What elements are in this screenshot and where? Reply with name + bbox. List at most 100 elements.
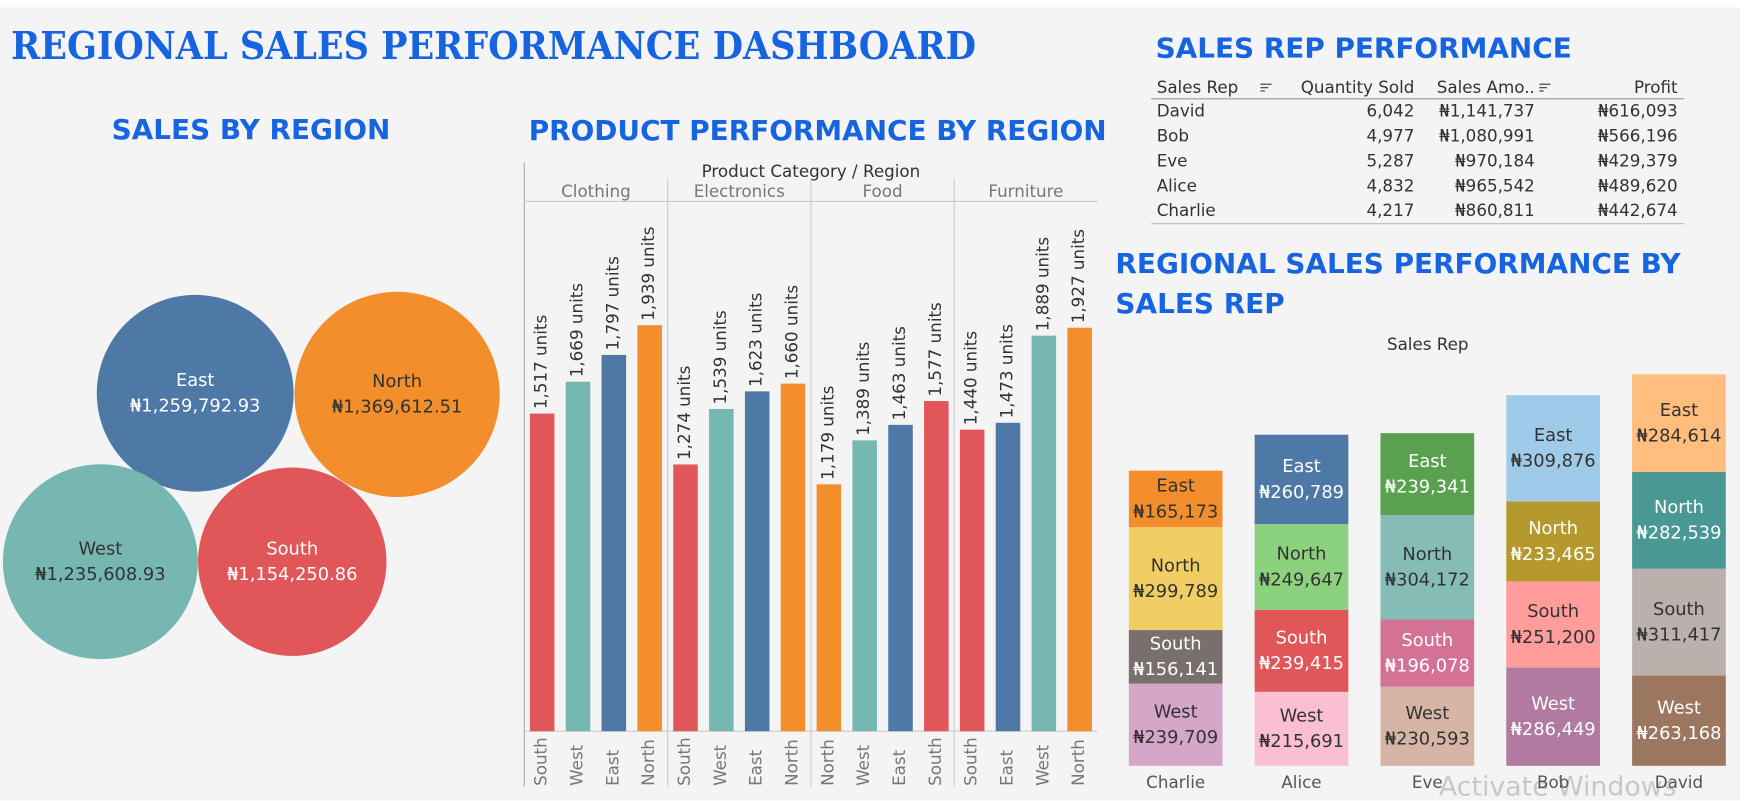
table-cell: ₦970,184	[1455, 150, 1535, 170]
segment-value: ₦239,415	[1259, 653, 1344, 674]
segment-value: ₦309,876	[1511, 451, 1596, 472]
bar	[565, 381, 591, 732]
segment-value: ₦263,168	[1636, 723, 1721, 744]
segment-value: ₦260,789	[1259, 482, 1344, 503]
bar-value-label: 1,539 units	[710, 310, 730, 404]
bar-value-label: 1,389 units	[853, 342, 873, 436]
bar	[888, 424, 913, 732]
stack-segment	[1632, 471, 1726, 569]
bubble-title: SALES BY REGION	[112, 113, 391, 146]
segment-value: ₦165,173	[1133, 501, 1218, 522]
segment-value: ₦239,341	[1385, 477, 1470, 498]
stack-segment	[1506, 395, 1600, 502]
stack-segment	[1254, 434, 1349, 525]
segment-name: West	[1405, 703, 1449, 724]
segment-name: South	[1653, 599, 1705, 620]
x-tick-label: East	[746, 749, 766, 786]
watermark: Activate Windows	[1439, 772, 1677, 801]
segment-name: South	[1401, 630, 1453, 651]
stack-segment	[1128, 470, 1223, 528]
bar-value-label: 1,473 units	[997, 324, 1017, 418]
bar-value-label: 1,660 units	[782, 285, 802, 379]
bar	[924, 401, 949, 732]
segment-name: East	[1534, 425, 1572, 446]
stack-segment	[1380, 515, 1475, 620]
segment-name: East	[1156, 476, 1194, 497]
bar	[959, 429, 985, 732]
table-cell: 4,832	[1366, 175, 1414, 195]
segment-name: North	[1151, 555, 1201, 576]
bubble-value: ₦1,154,250.86	[227, 564, 357, 585]
stack-segment	[1380, 686, 1475, 766]
stack-segment	[1380, 619, 1475, 687]
bubble	[294, 291, 500, 497]
bar	[816, 484, 842, 732]
table-cell: ₦965,542	[1455, 175, 1535, 195]
table-cell: ₦489,620	[1598, 175, 1678, 195]
bar-value-label: 1,623 units	[746, 293, 766, 387]
table-header: Quantity Sold	[1301, 77, 1415, 97]
table-cell: Eve	[1157, 150, 1188, 170]
bubble	[96, 294, 294, 492]
table-cell: Alice	[1157, 175, 1197, 195]
x-tick-label: West	[1032, 744, 1052, 786]
bar-value-label: 1,669 units	[567, 283, 587, 377]
bar	[744, 391, 770, 732]
segment-value: ₦251,200	[1511, 627, 1596, 648]
x-axis-title: Sales Rep	[1387, 334, 1469, 354]
stack-segment	[1128, 683, 1223, 766]
segment-name: East	[1660, 400, 1698, 421]
stack-segment	[1254, 691, 1349, 766]
group-label: Furniture	[988, 181, 1063, 201]
table-title: SALES REP PERFORMANCE	[1156, 32, 1572, 65]
group-label: Food	[863, 181, 903, 201]
bar	[637, 325, 662, 732]
stack-segment	[1632, 374, 1726, 472]
x-tick-label: North	[638, 739, 658, 786]
segment-name: South	[1150, 634, 1202, 655]
table-cell: ₦860,811	[1455, 200, 1535, 220]
bar-value-label: 1,440 units	[961, 331, 981, 425]
bar	[529, 413, 555, 732]
segment-name: East	[1408, 451, 1446, 472]
bar	[995, 422, 1021, 732]
segment-value: ₦196,078	[1385, 655, 1470, 676]
table-header: Sales Amo..	[1437, 77, 1535, 97]
bar-value-label: 1,463 units	[889, 326, 909, 420]
stack-segment	[1254, 524, 1349, 610]
segment-value: ₦215,691	[1259, 731, 1344, 752]
segment-name: West	[1154, 701, 1198, 722]
bar-value-label: 1,179 units	[817, 386, 837, 480]
x-tick-label: East	[602, 749, 622, 786]
bar	[1067, 327, 1092, 732]
x-tick-label: South	[674, 737, 694, 786]
table-cell: 6,042	[1366, 101, 1414, 121]
stack-segment	[1128, 527, 1223, 631]
bar-value-label: 1,939 units	[638, 226, 658, 320]
x-tick-label: West	[853, 744, 873, 786]
bar	[852, 440, 877, 732]
group-label: Clothing	[561, 181, 631, 201]
segment-value: ₦311,417	[1636, 625, 1721, 646]
segment-value: ₦156,141	[1133, 659, 1218, 680]
stack-segment	[1380, 433, 1475, 516]
stack-segment	[1128, 630, 1223, 684]
segment-value: ₦249,647	[1259, 569, 1344, 590]
axis-title: Product Category / Region	[702, 161, 921, 181]
table-header: Profit	[1634, 77, 1678, 97]
segment-name: West	[1280, 706, 1324, 727]
bar	[780, 383, 806, 732]
segment-name: South	[1276, 628, 1328, 649]
segment-name: North	[1528, 518, 1578, 539]
segment-name: North	[1402, 544, 1452, 565]
bubble-label: South	[266, 538, 318, 559]
segment-name: North	[1654, 497, 1704, 518]
group-label: Electronics	[694, 181, 785, 201]
bubble-value: ₦1,369,612.51	[332, 397, 462, 418]
table-cell: ₦1,141,737	[1439, 101, 1535, 121]
bubble	[198, 467, 387, 656]
x-tick-label: North	[782, 739, 802, 786]
table-cell: ₦429,379	[1598, 150, 1678, 170]
x-tick-label: West	[710, 744, 730, 786]
bar-value-label: 1,927 units	[1068, 229, 1088, 323]
